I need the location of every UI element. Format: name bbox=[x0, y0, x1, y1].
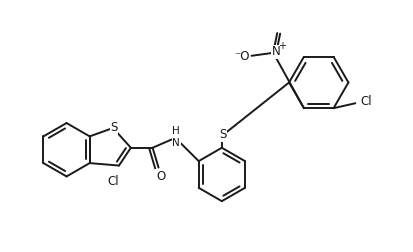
Text: +: + bbox=[278, 41, 285, 51]
Text: ⁻O: ⁻O bbox=[233, 50, 249, 63]
Text: O: O bbox=[156, 170, 165, 183]
Text: S: S bbox=[218, 129, 226, 141]
Text: N: N bbox=[271, 45, 280, 58]
Text: H
N: H N bbox=[172, 126, 180, 148]
Text: Cl: Cl bbox=[359, 95, 371, 108]
Text: Cl: Cl bbox=[107, 175, 119, 188]
Text: S: S bbox=[110, 121, 117, 135]
